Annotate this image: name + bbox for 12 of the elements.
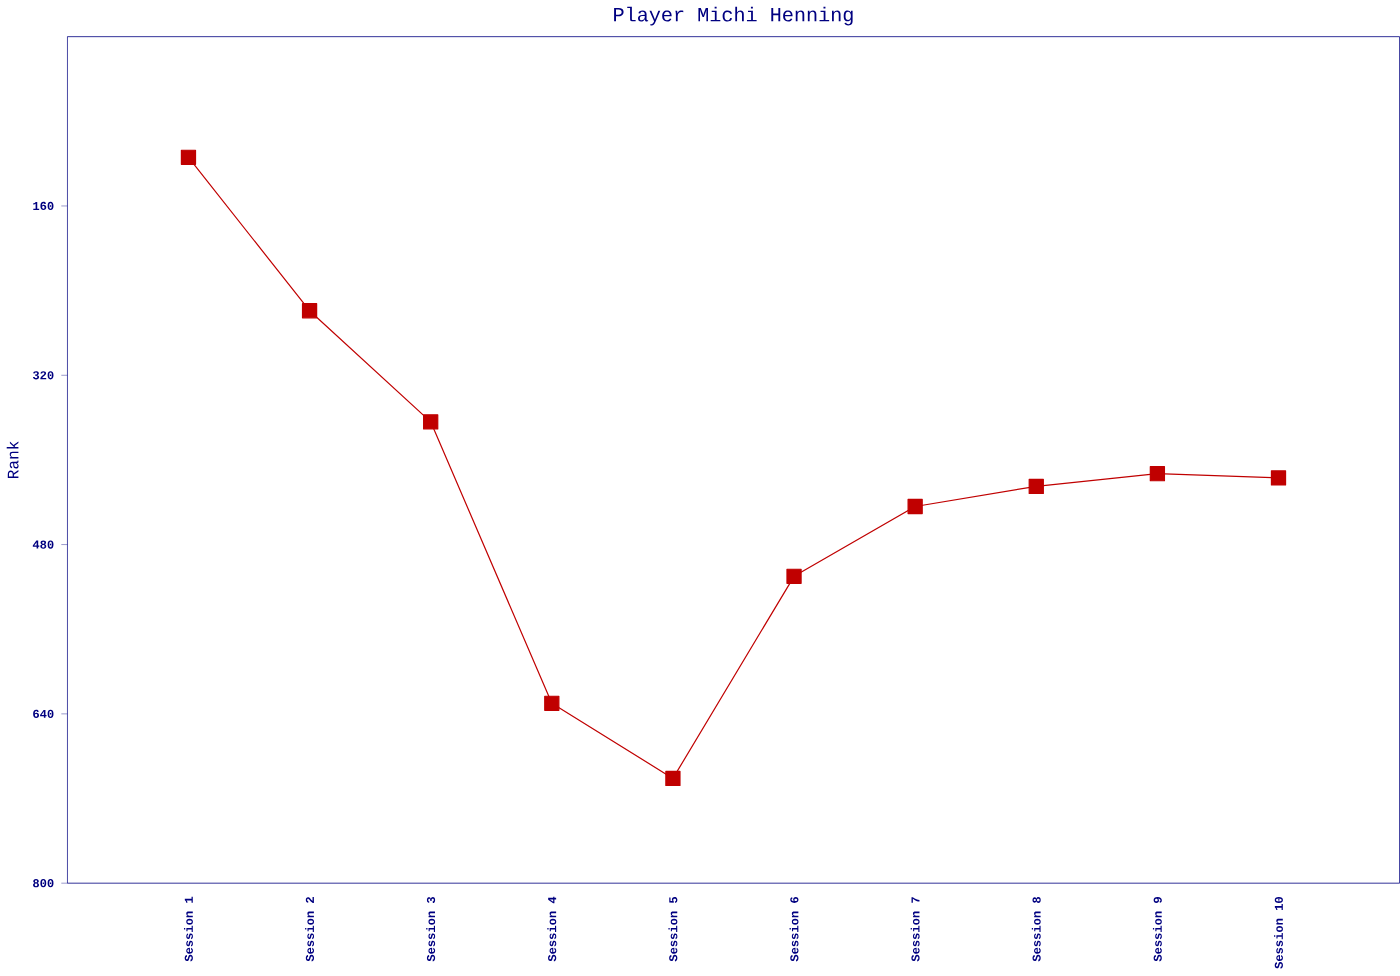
point (665, 770, 681, 787)
point (423, 414, 439, 430)
point (544, 695, 560, 712)
point (1270, 470, 1287, 486)
point (1149, 466, 1166, 482)
y-axis-title: Rank (6, 441, 19, 479)
chart-title: Player Michi Henning (614, 6, 853, 26)
point (786, 568, 802, 585)
point (301, 303, 318, 319)
point (1028, 478, 1044, 495)
point (907, 499, 923, 515)
point (180, 149, 197, 166)
